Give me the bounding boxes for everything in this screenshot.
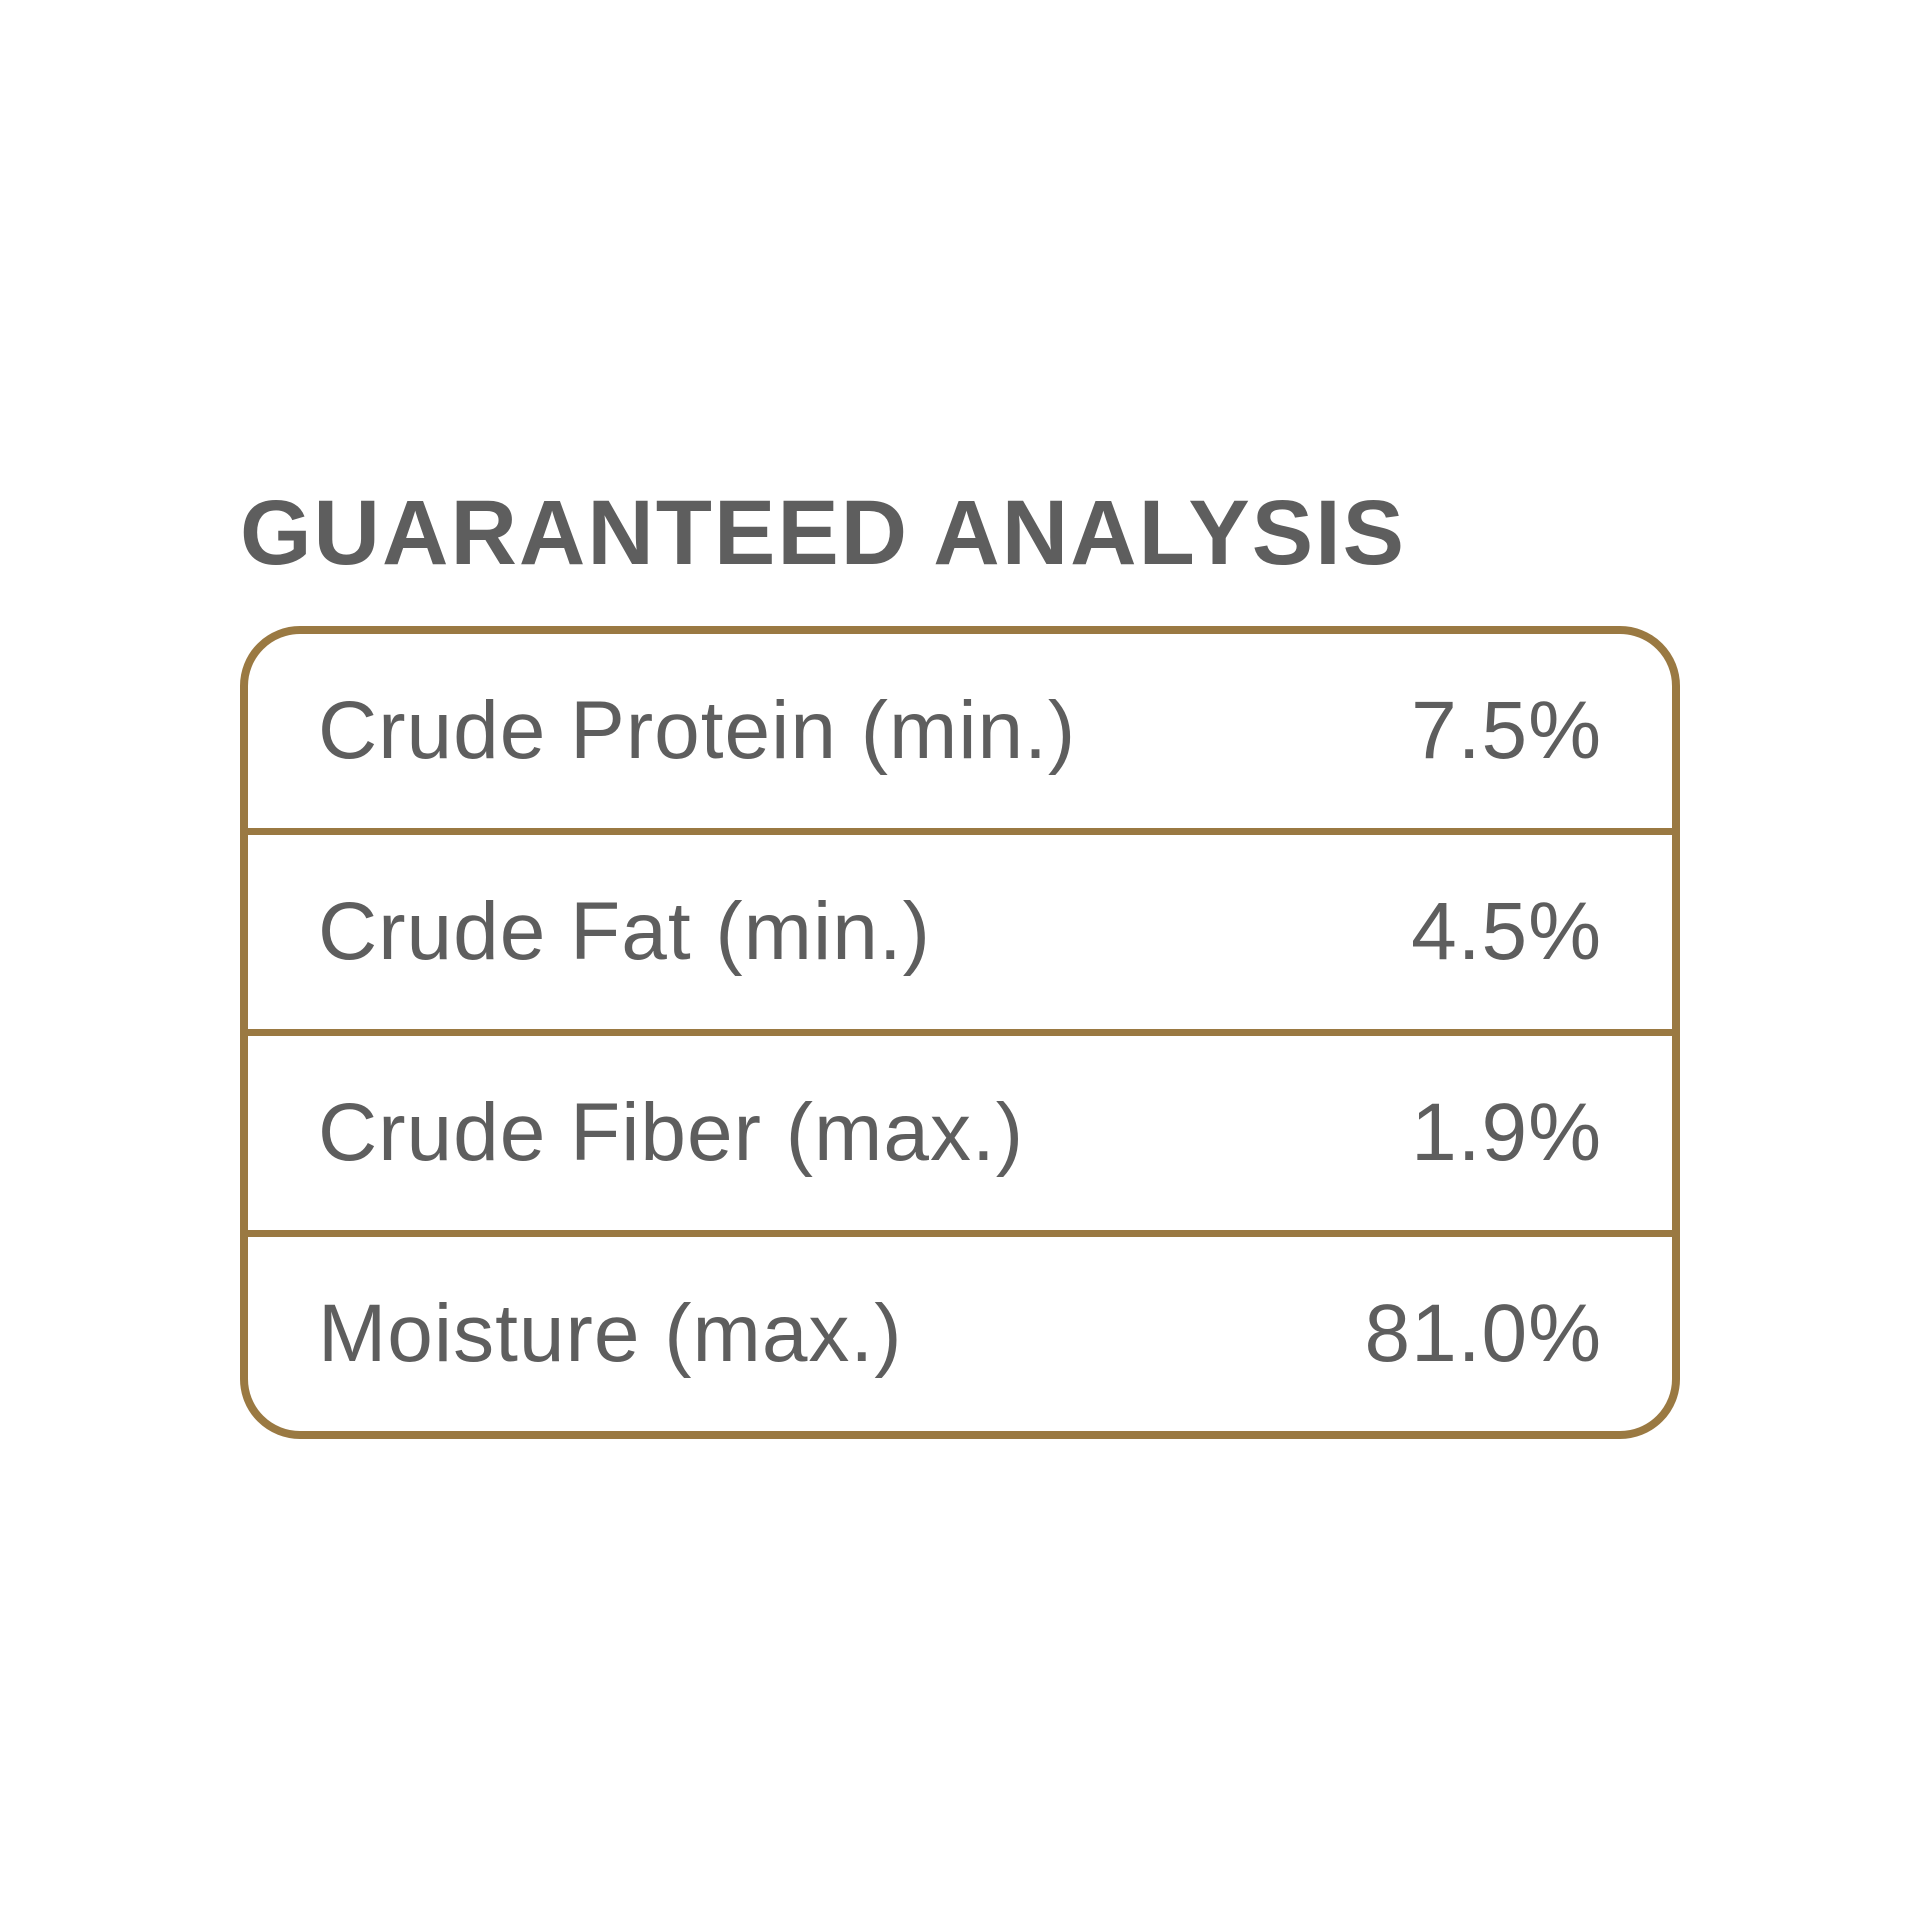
row-value: 4.5%: [1411, 885, 1602, 979]
row-label: Moisture (max.): [318, 1287, 903, 1381]
row-label: Crude Protein (min.): [318, 684, 1076, 778]
analysis-table: Crude Protein (min.) 7.5% Crude Fat (min…: [240, 626, 1680, 1439]
row-value: 7.5%: [1411, 684, 1602, 778]
table-row: Crude Fiber (max.) 1.9%: [248, 1036, 1672, 1237]
row-value: 81.0%: [1364, 1287, 1602, 1381]
row-value: 1.9%: [1411, 1086, 1602, 1180]
table-row: Moisture (max.) 81.0%: [248, 1237, 1672, 1431]
table-row: Crude Fat (min.) 4.5%: [248, 835, 1672, 1036]
page-title: GUARANTEED ANALYSIS: [240, 481, 1680, 586]
row-label: Crude Fat (min.): [318, 885, 931, 979]
analysis-container: GUARANTEED ANALYSIS Crude Protein (min.)…: [160, 481, 1760, 1439]
row-label: Crude Fiber (max.): [318, 1086, 1024, 1180]
table-row: Crude Protein (min.) 7.5%: [248, 634, 1672, 835]
